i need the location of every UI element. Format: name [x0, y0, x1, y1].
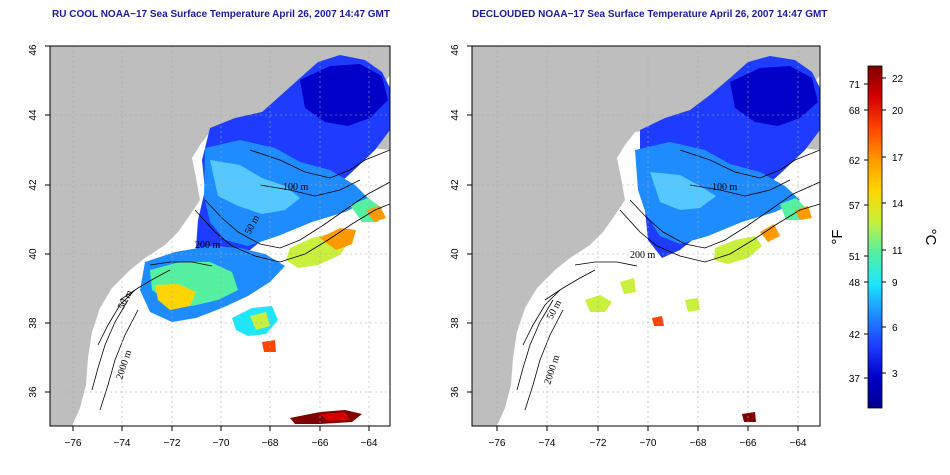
right-y-tick-38: 38 [450, 317, 461, 329]
left-x-tick-76: −76 [65, 438, 82, 449]
left-map-y-axis: 36 38 40 42 44 46 [28, 44, 50, 398]
left-y-tick-38: 38 [28, 317, 39, 329]
cbar-f-48: 48 [849, 278, 861, 289]
left-map: 200 m 50 m 2000 m 100 m 50 m −76 −74 −72… [28, 44, 391, 449]
left-y-tick-46: 46 [28, 44, 39, 56]
cbar-c-17: 17 [892, 153, 904, 164]
left-y-tick-36: 36 [28, 386, 39, 398]
left-contour-label-200m: 200 m [195, 240, 221, 251]
left-map-land [50, 46, 390, 426]
cbar-c-6: 6 [892, 323, 898, 334]
colorbar: 71 68 62 57 51 48 42 37 22 20 17 14 11 9… [829, 65, 939, 409]
left-x-tick-66: −66 [312, 438, 329, 449]
right-map-x-axis: −76 −74 −72 −70 −68 −66 −64 [489, 426, 807, 449]
colorbar-celsius-ticks: 22 20 17 14 11 9 6 3 [882, 74, 904, 380]
cbar-c-3: 3 [892, 369, 898, 380]
right-x-tick-74: −74 [539, 438, 556, 449]
right-y-tick-44: 44 [450, 109, 461, 121]
cbar-f-37: 37 [849, 374, 861, 385]
right-x-tick-64: −64 [790, 438, 807, 449]
right-map: 200 m 50 m 2000 m 100 m −76 −74 −72 −70 … [450, 44, 821, 449]
right-y-tick-46: 46 [450, 44, 461, 56]
left-map-frame [49, 45, 391, 427]
right-map-y-axis: 36 38 40 42 44 46 [450, 44, 472, 398]
colorbar-fahrenheit-ticks: 71 68 62 57 51 48 42 37 [849, 80, 868, 385]
left-map-bathymetry-contours [91, 149, 390, 411]
right-map-sst-field [585, 56, 820, 422]
left-x-tick-72: −72 [164, 438, 181, 449]
left-x-tick-74: −74 [114, 438, 131, 449]
left-map-sst-field [140, 55, 390, 424]
right-y-tick-36: 36 [450, 386, 461, 398]
left-y-tick-40: 40 [28, 248, 39, 260]
right-x-tick-76: −76 [489, 438, 506, 449]
cbar-f-51: 51 [849, 252, 861, 263]
right-map-land [472, 46, 820, 426]
cbar-f-71: 71 [849, 80, 861, 91]
left-x-tick-70: −70 [213, 438, 230, 449]
right-x-tick-72: −72 [590, 438, 607, 449]
left-y-tick-44: 44 [28, 109, 39, 121]
right-x-tick-66: −66 [740, 438, 757, 449]
right-x-tick-70: −70 [640, 438, 657, 449]
right-map-frame [471, 45, 821, 427]
right-contour-label-100m: 100 m [712, 182, 738, 193]
cbar-c-20: 20 [892, 106, 904, 117]
left-map-title: RU COOL NOAA−17 Sea Surface Temperature … [52, 9, 390, 20]
cbar-f-62: 62 [849, 156, 861, 167]
cbar-c-22: 22 [892, 74, 904, 85]
left-map-grid [50, 46, 390, 426]
left-contour-label-100m: 100 m [283, 182, 309, 193]
right-x-tick-68: −68 [690, 438, 707, 449]
right-contour-label-200m: 200 m [630, 250, 656, 261]
colorbar-fahrenheit-unit: °F [829, 229, 846, 244]
cbar-c-9: 9 [892, 278, 898, 289]
left-map-x-axis: −76 −74 −72 −70 −68 −66 −64 [65, 426, 378, 449]
right-map-title: DECLOUDED NOAA−17 Sea Surface Temperatur… [472, 9, 828, 20]
colorbar-ramp [867, 65, 883, 409]
right-map-bathymetry-contours [516, 149, 820, 411]
cbar-f-68: 68 [849, 106, 861, 117]
colorbar-celsius-unit: °C [922, 229, 939, 246]
right-map-grid [472, 46, 820, 426]
cbar-f-57: 57 [849, 201, 861, 212]
cbar-f-42: 42 [849, 330, 861, 341]
right-y-tick-42: 42 [450, 179, 461, 191]
left-x-tick-68: −68 [262, 438, 279, 449]
right-y-tick-40: 40 [450, 248, 461, 260]
left-y-tick-42: 42 [28, 179, 39, 191]
left-x-tick-64: −64 [361, 438, 378, 449]
cbar-c-14: 14 [892, 199, 904, 210]
cbar-c-11: 11 [892, 246, 903, 257]
